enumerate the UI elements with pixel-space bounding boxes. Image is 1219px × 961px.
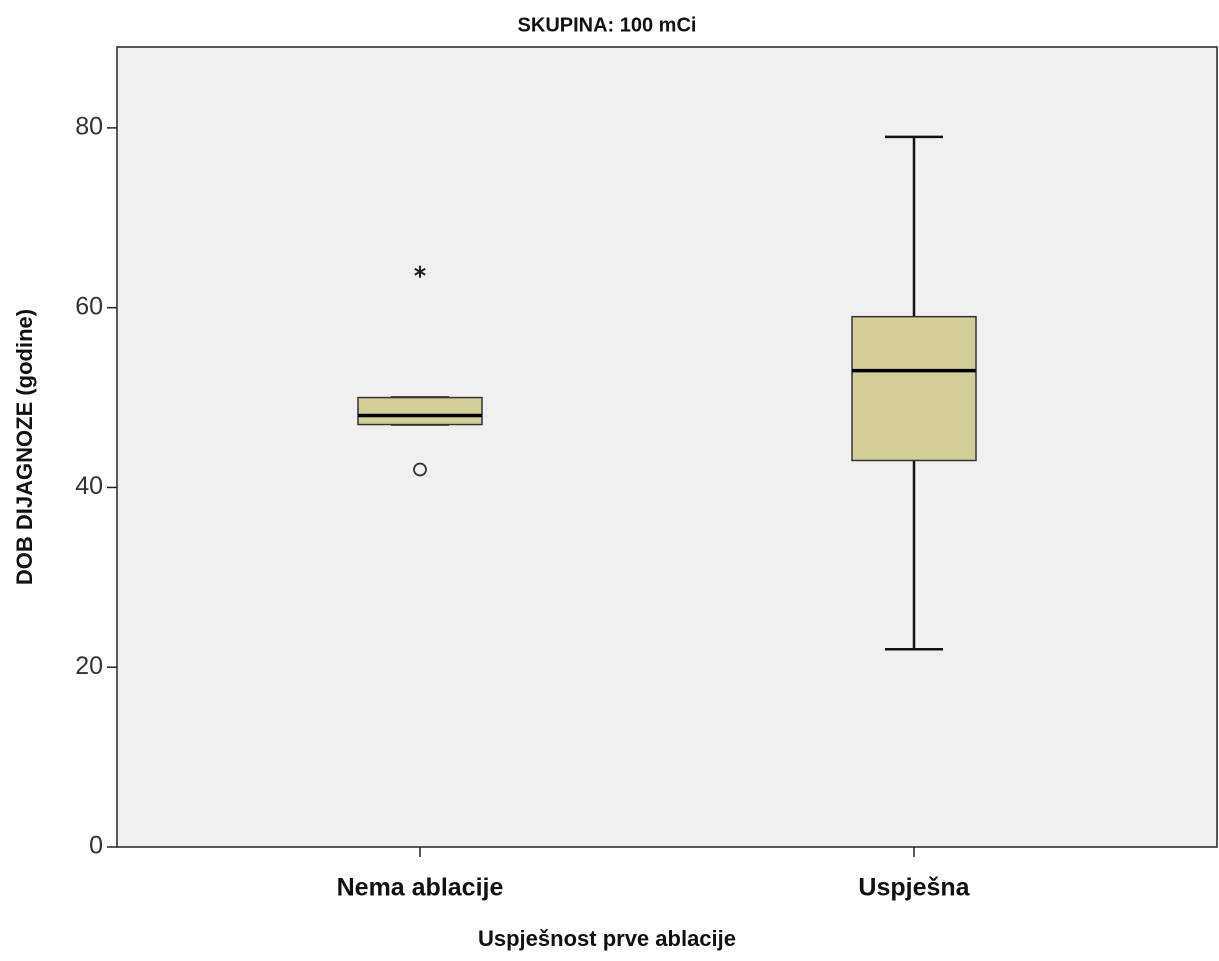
y-tick-label: 0 (89, 832, 103, 860)
plot-area (116, 46, 1218, 848)
x-axis-title: Uspješnost prve ablacije (478, 926, 736, 951)
y-tick-label: 40 (75, 472, 103, 500)
box (357, 396, 483, 426)
x-tick-label: Uspješna (858, 874, 970, 902)
y-tick-label: 20 (75, 652, 103, 680)
y-tick-label: 60 (75, 292, 103, 320)
box (851, 315, 977, 462)
outlier (413, 462, 427, 477)
y-axis-title: DOB DIJAGNOZE (godine) (12, 309, 37, 585)
x-tick-label: Nema ablacije (337, 874, 504, 902)
extreme (414, 265, 426, 278)
y-tick-label: 80 (75, 113, 103, 141)
chart-title: SKUPINA: 100 mCi (518, 14, 697, 36)
